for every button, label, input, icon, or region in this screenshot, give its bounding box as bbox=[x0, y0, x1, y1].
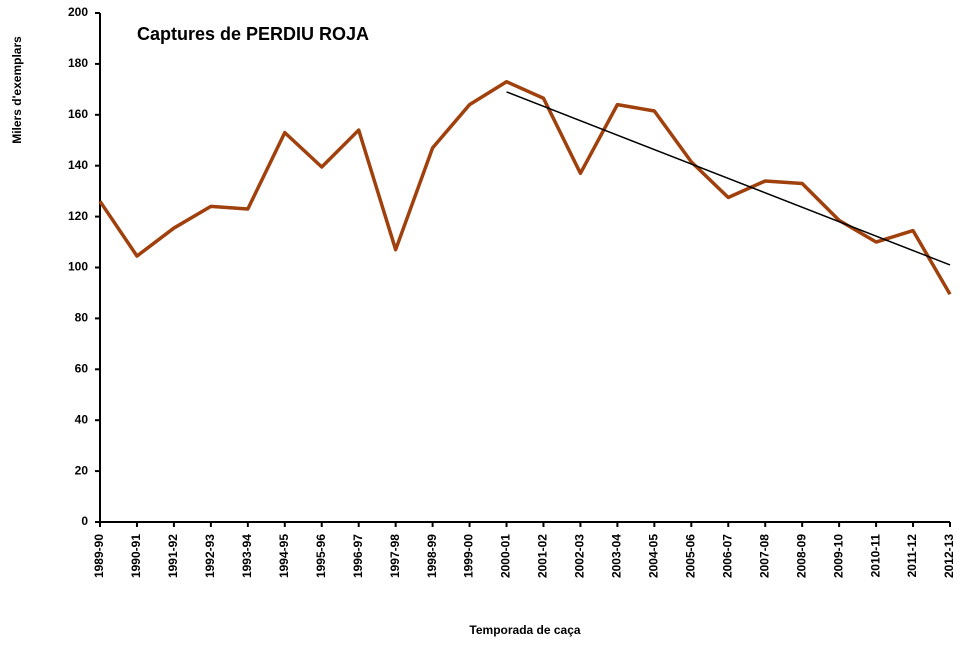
y-tick-label: 80 bbox=[75, 311, 89, 325]
y-tick-label: 20 bbox=[75, 463, 89, 477]
y-tick-label: 60 bbox=[75, 361, 89, 375]
x-tick-label: 2007-08 bbox=[757, 534, 771, 578]
x-tick-label: 2002-03 bbox=[573, 534, 587, 578]
trend-line bbox=[506, 91, 951, 266]
x-tick-label: 2008-09 bbox=[794, 534, 808, 578]
x-tick-label: 1990-91 bbox=[129, 534, 143, 578]
x-tick-label: 2000-01 bbox=[499, 534, 513, 578]
x-tick-label: 1996-97 bbox=[351, 534, 365, 578]
y-tick-label: 100 bbox=[68, 260, 88, 274]
x-tick-label: 1992-93 bbox=[203, 534, 217, 578]
x-tick-label: 2012-13 bbox=[942, 534, 956, 578]
x-tick-label: 1998-99 bbox=[425, 534, 439, 578]
x-tick-label: 2004-05 bbox=[647, 534, 661, 578]
x-tick-label: 1991-92 bbox=[166, 534, 180, 578]
x-tick-label: 1997-98 bbox=[388, 534, 402, 578]
y-tick-label: 180 bbox=[68, 56, 88, 70]
x-tick-label: 1999-00 bbox=[462, 534, 476, 578]
x-axis-label: Temporada de caça bbox=[469, 623, 580, 637]
y-axis-label: Milers d'exemplars bbox=[10, 36, 24, 144]
y-tick-label: 200 bbox=[68, 5, 88, 19]
x-tick-label: 2001-02 bbox=[536, 534, 550, 578]
x-tick-label: 2003-04 bbox=[610, 534, 624, 578]
data-line bbox=[98, 79, 952, 296]
x-tick-label: 2009-10 bbox=[831, 534, 845, 578]
x-tick-label: 2005-06 bbox=[683, 534, 697, 578]
x-tick-label: 1995-96 bbox=[314, 534, 328, 578]
x-tick-label: 2006-07 bbox=[720, 534, 734, 578]
y-tick-label: 160 bbox=[68, 107, 88, 121]
x-tick-label: 1989-90 bbox=[92, 534, 106, 578]
chart-title: Captures de PERDIU ROJA bbox=[137, 24, 369, 44]
y-tick-label: 0 bbox=[81, 514, 88, 528]
x-tick-label: 1993-94 bbox=[240, 534, 254, 578]
y-tick-label: 40 bbox=[75, 412, 89, 426]
x-tick-label: 2011-12 bbox=[905, 534, 919, 578]
x-tick-label: 2010-11 bbox=[868, 534, 882, 578]
y-tick-label: 120 bbox=[68, 209, 88, 223]
x-tick-label: 1994-95 bbox=[277, 534, 291, 578]
y-tick-label: 140 bbox=[68, 158, 88, 172]
